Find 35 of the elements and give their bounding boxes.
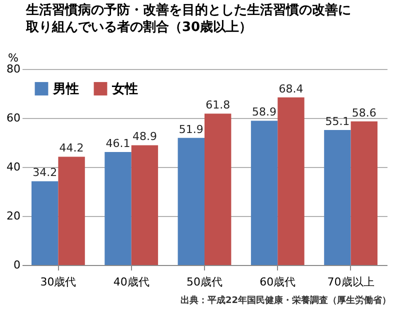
y-tick-label: 20 (6, 210, 20, 222)
x-tick-label: 70歳以上 (327, 276, 374, 288)
bar (324, 130, 351, 265)
bar (278, 97, 304, 265)
data-label: 46.1 (106, 137, 130, 150)
x-tick-label: 50歳代 (186, 276, 222, 288)
data-label: 34.2 (32, 166, 58, 180)
x-tick-label: 30歳代 (40, 276, 76, 288)
bar (131, 145, 158, 265)
data-label: 58.6 (352, 106, 376, 120)
y-tick-label: 60 (6, 112, 20, 124)
data-label: 58.9 (252, 106, 277, 119)
source-note: 出典：平成22年国民健康・栄養調査（厚生労働省） (180, 295, 391, 306)
legend-label: 男性 (52, 82, 79, 97)
x-tick-label: 40歳代 (113, 276, 150, 288)
bar (350, 121, 378, 265)
y-axis-title: % (8, 52, 18, 64)
x-tick-label: 60歳代 (260, 276, 296, 288)
data-label: 48.9 (132, 130, 157, 144)
data-label: 55.1 (325, 115, 350, 128)
y-tick-label: 80 (6, 62, 20, 76)
bar (250, 120, 278, 265)
legend-label: 女性 (111, 82, 138, 97)
y-tick-label: 0 (14, 258, 20, 272)
bar (104, 152, 132, 265)
bar (204, 114, 232, 265)
bar (58, 156, 85, 265)
data-label: 68.4 (278, 82, 304, 96)
y-tick-label: 40 (6, 160, 20, 174)
chart-title: 生活習慣病の予防・改善を目的とした生活習慣の改善に取り組んでいる者の割合（30歳以上） (25, 2, 352, 35)
data-label: 44.2 (59, 142, 84, 155)
data-label: 61.8 (206, 98, 230, 112)
bar (178, 138, 204, 265)
data-label: 51.9 (178, 122, 204, 136)
bar (32, 181, 58, 265)
